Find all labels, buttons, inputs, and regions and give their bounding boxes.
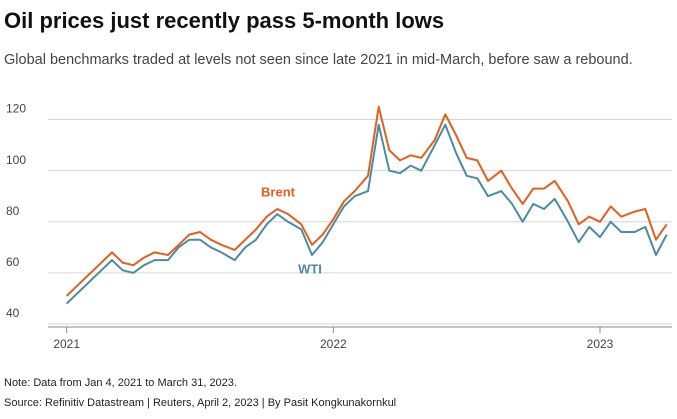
- x-tick-label: 2022: [320, 337, 347, 351]
- y-tick-label: 80: [6, 204, 20, 218]
- series-line: [66, 105, 668, 297]
- y-tick-label: 120: [6, 102, 26, 116]
- y-tick-label: 40: [6, 306, 20, 320]
- note: Note: Data from Jan 4, 2021 to March 31,…: [4, 377, 237, 389]
- chart-title: Oil prices just recently pass 5-month lo…: [4, 8, 444, 33]
- source: Source: Refinitiv Datastream | Reuters, …: [4, 397, 396, 409]
- series-label: WTI: [298, 261, 322, 276]
- series-line: [66, 123, 668, 305]
- series-label: Brent: [261, 184, 296, 199]
- chart-subtitle: Global benchmarks traded at levels not s…: [4, 52, 633, 68]
- y-tick-label: 60: [6, 255, 20, 269]
- x-tick-label: 2021: [53, 337, 80, 351]
- y-tick-label: 100: [6, 153, 26, 167]
- x-tick-label: 2023: [587, 337, 614, 351]
